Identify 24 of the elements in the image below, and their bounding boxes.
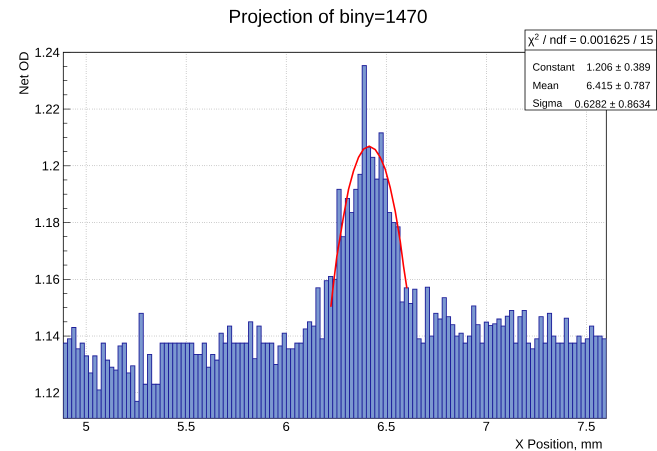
annotation: 6.415 ± 0.787: [586, 82, 650, 90]
x-tick-label: 6: [283, 422, 290, 432]
y-tick-label: 1.12: [35, 388, 60, 398]
y-tick-label: 1.14: [35, 332, 60, 340]
x-tick-label: 7.5: [578, 422, 595, 431]
chart-title: Projection of biny=1470: [230, 9, 427, 27]
annotation: Mean: [533, 82, 558, 90]
y-tick-label: 1.22: [35, 104, 60, 114]
y-axis-title: Net OD: [19, 52, 28, 94]
annotation: 1.206 ± 0.389: [587, 63, 650, 71]
annotation: Constant: [533, 63, 574, 71]
x-tick-label: 7: [483, 422, 490, 431]
x-axis-title: X Position, mm: [515, 439, 602, 450]
x-tick-label: 5: [83, 422, 90, 431]
y-tick-label: 1.16: [35, 274, 60, 284]
line-series: [330, 145, 408, 308]
x-tick-label: 6.5: [378, 422, 395, 432]
annotation: 0.6282 ± 0.8634: [575, 100, 650, 108]
text: χ$^{2}$ / ndf = 0.001625 / 15: [528, 34, 653, 46]
annotation: Sigma: [533, 99, 562, 109]
y-tick-label: 1.2: [42, 161, 60, 170]
y-tick-label: 1.24: [35, 48, 60, 57]
y-tick-label: 1.18: [35, 218, 60, 228]
x-tick-label: 5.5: [178, 422, 195, 431]
